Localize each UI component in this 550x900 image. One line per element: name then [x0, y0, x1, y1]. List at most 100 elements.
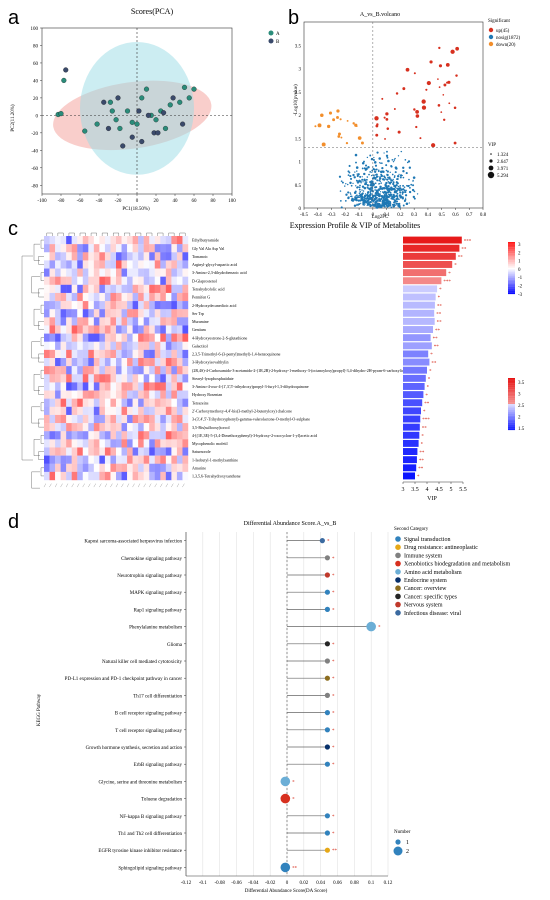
- heatmap-cell: [176, 317, 183, 326]
- heatmap-cell: [176, 431, 183, 440]
- pca-point-a: [129, 119, 135, 125]
- volcano-point-up: [415, 125, 418, 129]
- heatmap-cell: [93, 252, 100, 261]
- volcano-point-nosig: [386, 177, 389, 179]
- volcano-point-nosig: [368, 194, 372, 197]
- vip-scale-segment: [508, 418, 515, 420]
- heatmap-cell: [132, 252, 139, 261]
- heatmap-cell: [99, 325, 106, 334]
- heatmap-cell: [116, 471, 122, 481]
- volcano-point-nosig: [387, 159, 390, 163]
- volcano-point-nosig: [399, 204, 401, 207]
- volcano-point-nosig: [386, 174, 389, 177]
- heatmap-cell: [60, 284, 67, 294]
- volcano-point-nosig: [392, 160, 395, 163]
- volcano-point-up: [413, 108, 416, 111]
- heatmap-cell: [49, 341, 56, 351]
- metabolite-label: Pennifen G: [192, 295, 210, 300]
- heatmap-cell: [93, 236, 100, 245]
- heatmap-cell: [66, 252, 72, 261]
- volcano-point-nosig: [373, 174, 375, 177]
- heatmap-cell: [88, 252, 95, 261]
- heatmap-cell: [121, 366, 128, 375]
- heatmap-cell: [143, 325, 150, 334]
- heatmap-cell: [99, 276, 106, 285]
- heatmap-cell: [121, 301, 128, 310]
- heatmap-cell: [104, 284, 111, 294]
- heatmap-cell: [171, 252, 178, 261]
- pca-point-a: [61, 77, 67, 83]
- volcano-point-nosig: [367, 166, 370, 169]
- heatmap-cell: [154, 374, 161, 383]
- heatmap-cell: [71, 423, 78, 432]
- heatmap-cell: [104, 471, 111, 481]
- heatmap-cell: [143, 431, 150, 440]
- pathway-label: T cell receptor signaling pathway: [115, 729, 182, 734]
- pca-legend-marker: [268, 38, 274, 44]
- heatmap-cell: [121, 463, 128, 473]
- heatmap-cell: [160, 423, 167, 432]
- pca-point-a: [153, 117, 159, 123]
- heatmap-cell: [93, 406, 100, 416]
- heatmap-cell: [49, 292, 56, 302]
- vip-bar: [403, 358, 430, 366]
- heatmap-cell: [171, 236, 178, 245]
- heatmap-cell: [99, 382, 106, 391]
- heatmap-cell: [99, 236, 106, 245]
- heatmap-cell: [88, 317, 95, 326]
- heatmap-cell: [171, 471, 178, 481]
- vip-scale-label: 2: [518, 416, 521, 421]
- heatmap-cell: [71, 390, 78, 399]
- heatmap-cell: [110, 431, 117, 440]
- heat-scale-segment: [508, 275, 515, 278]
- heatmap-cell: [143, 358, 150, 367]
- heatmap-cell: [165, 374, 172, 383]
- heatmap-cell: [49, 374, 56, 383]
- volcano-point-nosig: [350, 198, 354, 202]
- heatmap-cell: [77, 301, 83, 310]
- heatmap-cell: [116, 252, 122, 261]
- pca-point-b: [145, 112, 151, 118]
- volcano-point-nosig: [394, 157, 396, 160]
- heatmap-cell: [88, 358, 95, 367]
- heatmap-cell: [110, 390, 117, 399]
- heatmap-cell: [82, 447, 89, 456]
- heatmap-cell: [176, 471, 183, 481]
- heatmap-cell: [132, 382, 139, 391]
- da-legend-marker: [395, 577, 401, 583]
- heatmap-cell: [171, 390, 178, 399]
- metabolite-label: Gentiam: [192, 327, 207, 332]
- volcano-point-up: [405, 67, 410, 72]
- heatmap-cell: [165, 325, 172, 334]
- metabolite-label: Hydroxy Bosentan: [192, 392, 222, 397]
- heat-scale-segment: [508, 253, 515, 256]
- volcano-point-nosig: [399, 176, 402, 179]
- heatmap-cell: [104, 244, 111, 253]
- heatmap-cell: [127, 292, 133, 302]
- vip-significance: ***: [443, 280, 451, 285]
- pca-point-a: [107, 99, 113, 105]
- heatmap-cell: [88, 455, 95, 464]
- volcano-point-nosig: [369, 180, 372, 184]
- volcano-point-nosig: [338, 175, 342, 178]
- vip-bar: [403, 374, 426, 382]
- heatmap-cell: [132, 309, 139, 318]
- heatmap-cell: [160, 447, 167, 456]
- heatmap-cell: [66, 292, 72, 302]
- heatmap-cell: [154, 317, 161, 326]
- heatmap-cell: [71, 447, 78, 456]
- heatmap-cell: [165, 398, 172, 407]
- heatmap-cell: [182, 268, 189, 277]
- heatmap-cell: [132, 447, 139, 456]
- heatmap-cell: [66, 244, 72, 253]
- volcano-point-nosig: [358, 194, 360, 197]
- volcano-point-nosig: [363, 198, 366, 200]
- heatmap-cell: [176, 268, 183, 277]
- heatmap-cell: [55, 366, 61, 375]
- volcano-vip-label: 3.971: [497, 167, 509, 172]
- vip-scale-label: 3.5: [518, 381, 525, 386]
- heatmap-cell: [165, 252, 172, 261]
- da-legend-label: Cancer: specific types: [404, 593, 458, 600]
- heat-scale-segment: [508, 279, 515, 282]
- heatmap-cell: [44, 284, 50, 294]
